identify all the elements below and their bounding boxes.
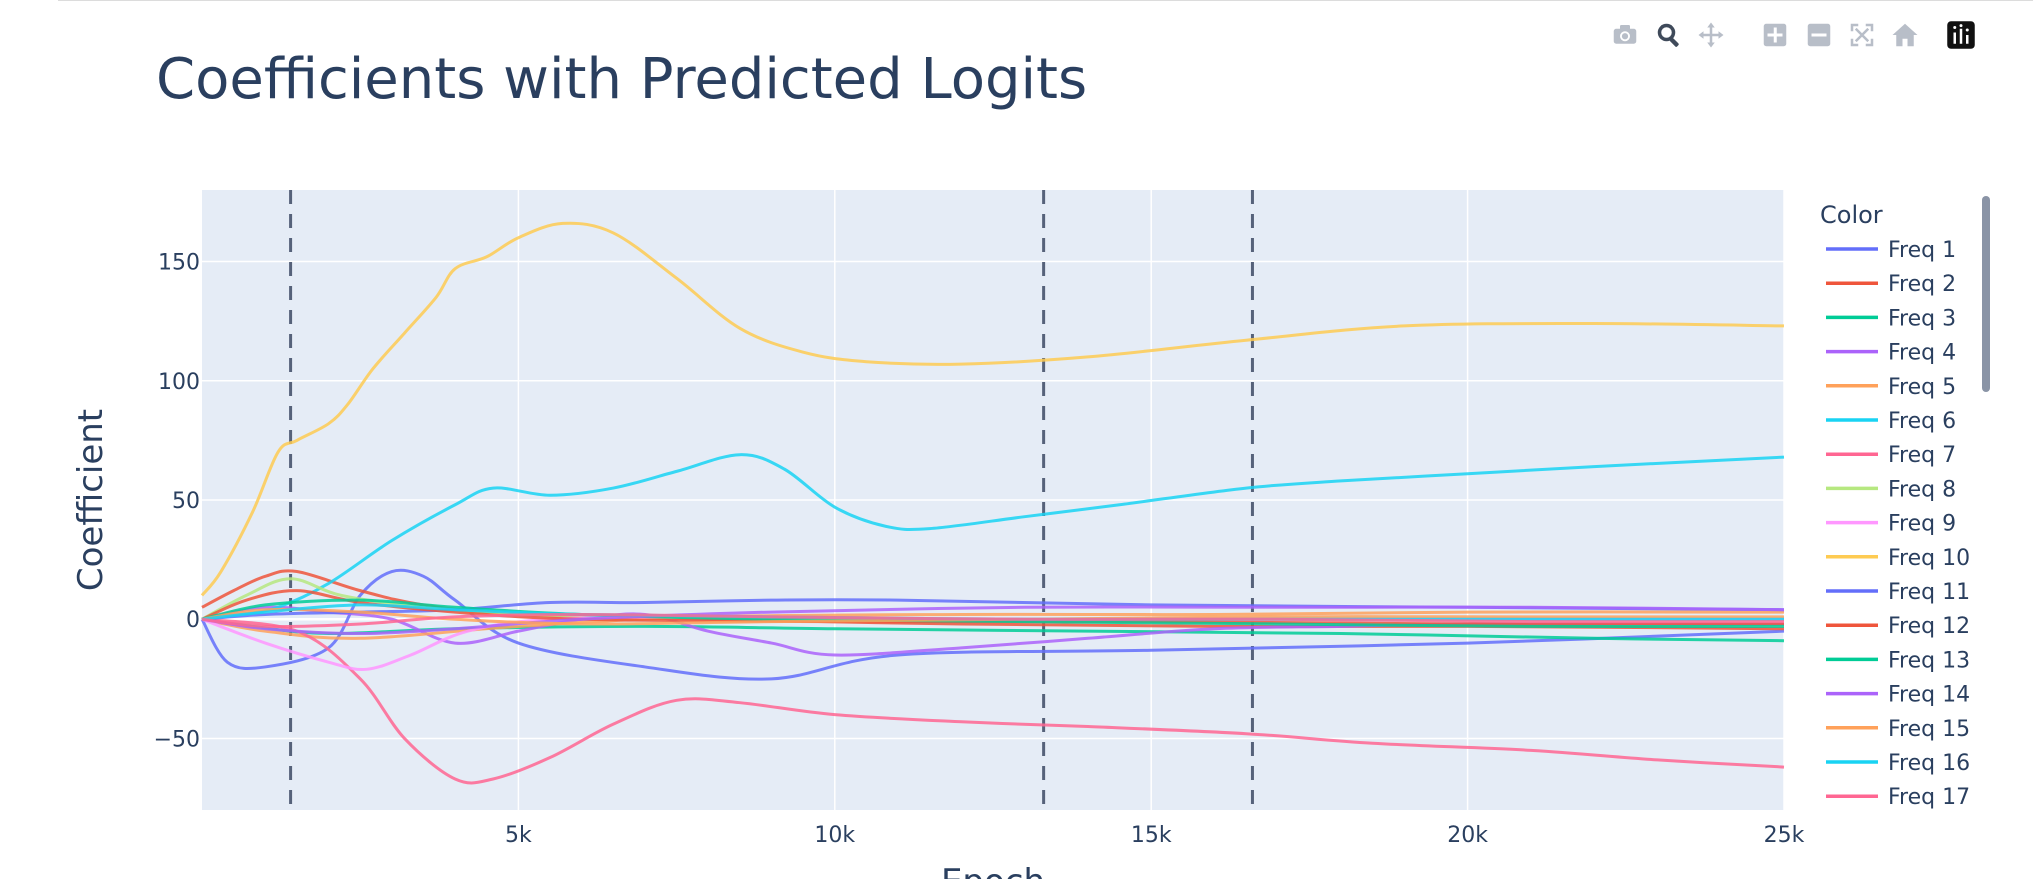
legend-item[interactable]: Freq 12 (1888, 614, 1970, 639)
legend-item[interactable]: Freq 7 (1888, 443, 1956, 468)
top-divider (58, 0, 2033, 1)
legend-scrollbar-thumb[interactable] (1982, 196, 1990, 392)
series-line-17[interactable] (201, 612, 1785, 629)
modebar (1608, 14, 2028, 54)
pan-icon[interactable] (1694, 18, 1728, 52)
series-line-6[interactable] (201, 453, 1785, 621)
legend-scrollbar-track[interactable] (1981, 195, 1991, 795)
legend-item[interactable]: Freq 17 (1888, 785, 1970, 810)
legend-item[interactable]: Freq 9 (1888, 512, 1956, 537)
x-tick-labels: 5k 10k 15k 20k 25k (505, 823, 1805, 848)
y-tick-label: 100 (158, 370, 200, 395)
camera-icon[interactable] (1608, 18, 1642, 52)
legend-item[interactable]: Freq 5 (1888, 375, 1956, 400)
y-tick-label: 0 (186, 608, 200, 633)
y-tick-label: 150 (158, 251, 200, 276)
series-lines (200, 221, 1785, 785)
plotly-logo-icon[interactable] (1944, 18, 1978, 52)
x-axis-label: Epoch (941, 862, 1045, 879)
legend-item[interactable]: Freq 2 (1888, 272, 1956, 297)
y-axis-label: Coefficient (71, 409, 111, 591)
legend-item[interactable]: Freq 10 (1888, 546, 1970, 571)
zoom-in-icon[interactable] (1758, 18, 1792, 52)
y-tick-label: −50 (154, 727, 200, 752)
series-line-10[interactable] (200, 221, 1785, 597)
legend-title: Color (1820, 201, 1883, 229)
legend-item[interactable]: Freq 13 (1888, 648, 1970, 673)
series-line-13[interactable] (201, 598, 1785, 629)
zoom-out-icon[interactable] (1802, 18, 1836, 52)
y-tick-label: 50 (172, 489, 200, 514)
zoom-icon[interactable] (1652, 18, 1686, 52)
series-line-15[interactable] (201, 607, 1784, 626)
vertical-reference-lines (289, 190, 1254, 810)
series-line-7[interactable] (201, 617, 1785, 785)
reset-axes-icon[interactable] (1888, 18, 1922, 52)
x-tick-label: 20k (1447, 823, 1488, 848)
legend-item[interactable]: Freq 1 (1888, 238, 1956, 263)
legend-item[interactable]: Freq 16 (1888, 751, 1970, 776)
legend-item[interactable]: Freq 15 (1888, 717, 1970, 742)
autoscale-icon[interactable] (1845, 18, 1879, 52)
legend-item[interactable]: Freq 8 (1888, 477, 1956, 502)
x-tick-label: 25k (1764, 823, 1805, 848)
x-tick-label: 5k (505, 823, 532, 848)
x-tick-label: 15k (1131, 823, 1172, 848)
legend: Color Freq 1 Freq 2 Freq 3 Freq 4 Freq 5 Freq… (1820, 195, 1991, 810)
legend-item[interactable]: Freq 11 (1888, 580, 1970, 605)
legend-item[interactable]: Freq 6 (1888, 409, 1956, 434)
legend-item[interactable]: Freq 14 (1888, 683, 1970, 708)
y-tick-labels: −50 0 50 100 150 (154, 251, 200, 753)
series-line-14[interactable] (201, 605, 1785, 636)
legend-item[interactable]: Freq 3 (1888, 306, 1956, 331)
series-line-5[interactable] (201, 610, 1785, 640)
legend-item[interactable]: Freq 4 (1888, 341, 1956, 366)
chart-title: Coefficients with Predicted Logits (156, 47, 1087, 112)
x-tick-label: 10k (814, 823, 855, 848)
